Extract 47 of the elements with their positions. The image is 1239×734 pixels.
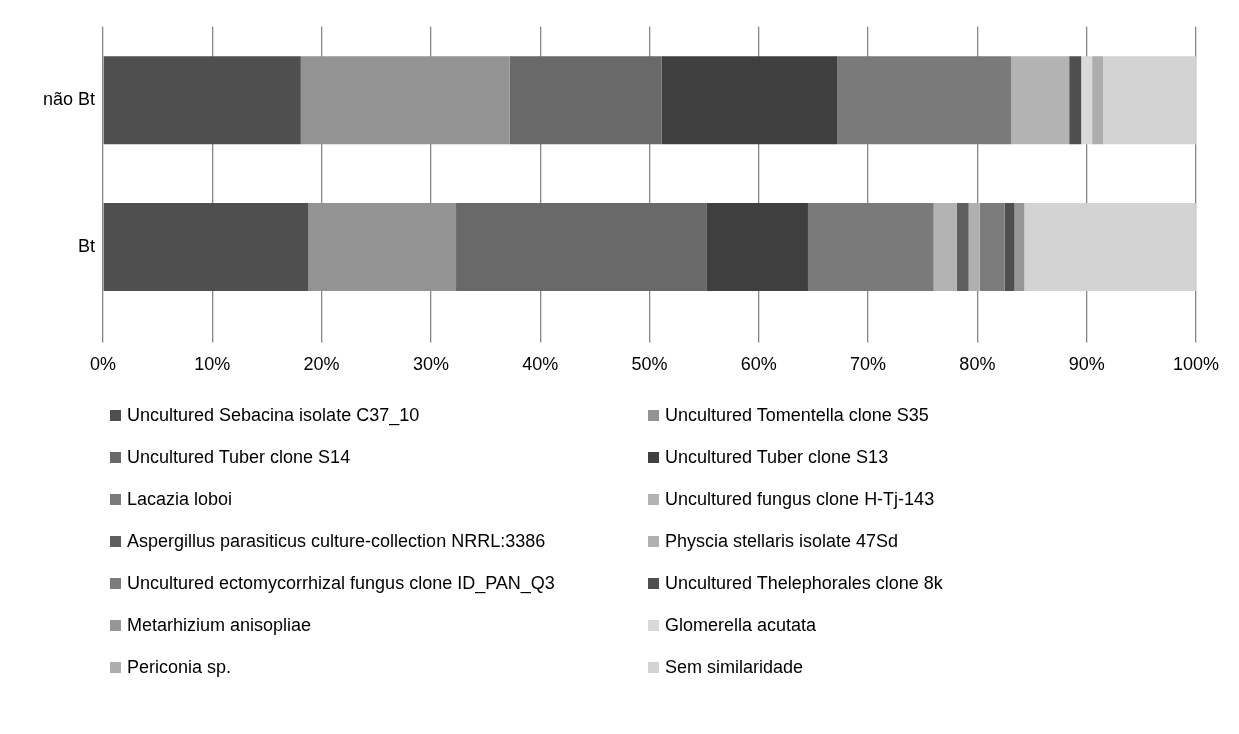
bar xyxy=(979,202,1005,292)
legend-label: Uncultured Tomentella clone S35 xyxy=(665,404,929,426)
y-tick-label: não Bt xyxy=(42,89,95,110)
x-tick-label: 50% xyxy=(631,354,668,375)
bar xyxy=(103,202,309,292)
bar xyxy=(1011,56,1070,145)
x-tick-label: 30% xyxy=(412,354,449,375)
legend-label: Aspergillus parasiticus culture-collection NRRL:3386 xyxy=(127,530,546,552)
bar xyxy=(1069,56,1082,145)
bar xyxy=(103,56,301,145)
bar xyxy=(300,56,510,145)
bar xyxy=(706,202,808,292)
x-tick-label: 70% xyxy=(850,354,887,375)
bar xyxy=(509,56,662,145)
x-tick-label: 10% xyxy=(194,354,231,375)
legend-label: Metarhizium anisopliae xyxy=(127,614,312,636)
bar xyxy=(1014,202,1025,292)
y-tick-label: Bt xyxy=(77,235,95,256)
x-tick-label: 40% xyxy=(522,354,559,375)
bar xyxy=(456,202,707,292)
x-tick-label: 20% xyxy=(303,354,340,375)
legend-label: Uncultured ectomycorrhizal fungus clone ID_PAN_Q3 xyxy=(127,572,555,594)
legend-label: Uncultured fungus clone H-Tj-143 xyxy=(665,488,935,510)
bar xyxy=(1092,56,1104,145)
legend-label: Uncultured Sebacina isolate C37_10 xyxy=(127,404,420,426)
x-tick-label: 60% xyxy=(740,354,777,375)
legend-label: Lacazia loboi xyxy=(127,488,233,510)
legend-label: Uncultured Thelephorales clone 8k xyxy=(665,572,943,594)
bar xyxy=(661,56,838,145)
legend-label: Sem similaridade xyxy=(665,656,804,678)
bar xyxy=(1024,202,1196,292)
bar xyxy=(1004,202,1015,292)
x-tick-label: 100% xyxy=(1172,354,1219,375)
bar xyxy=(1103,56,1196,145)
x-tick-label: 90% xyxy=(1068,354,1105,375)
legend-label: Uncultured Tuber clone S14 xyxy=(127,446,351,468)
bar xyxy=(968,202,980,292)
legend-label: Glomerella acutata xyxy=(665,614,817,636)
bar xyxy=(933,202,957,292)
x-tick-label: 0% xyxy=(89,354,117,375)
legend-label: Physcia stellaris isolate 47Sd xyxy=(665,530,899,552)
bar xyxy=(956,202,969,292)
bar xyxy=(1081,56,1093,145)
legend-label: Uncultured Tuber clone S13 xyxy=(665,446,889,468)
bar xyxy=(308,202,457,292)
legend-label: Periconia sp. xyxy=(127,656,232,678)
x-tick-label: 80% xyxy=(959,354,996,375)
